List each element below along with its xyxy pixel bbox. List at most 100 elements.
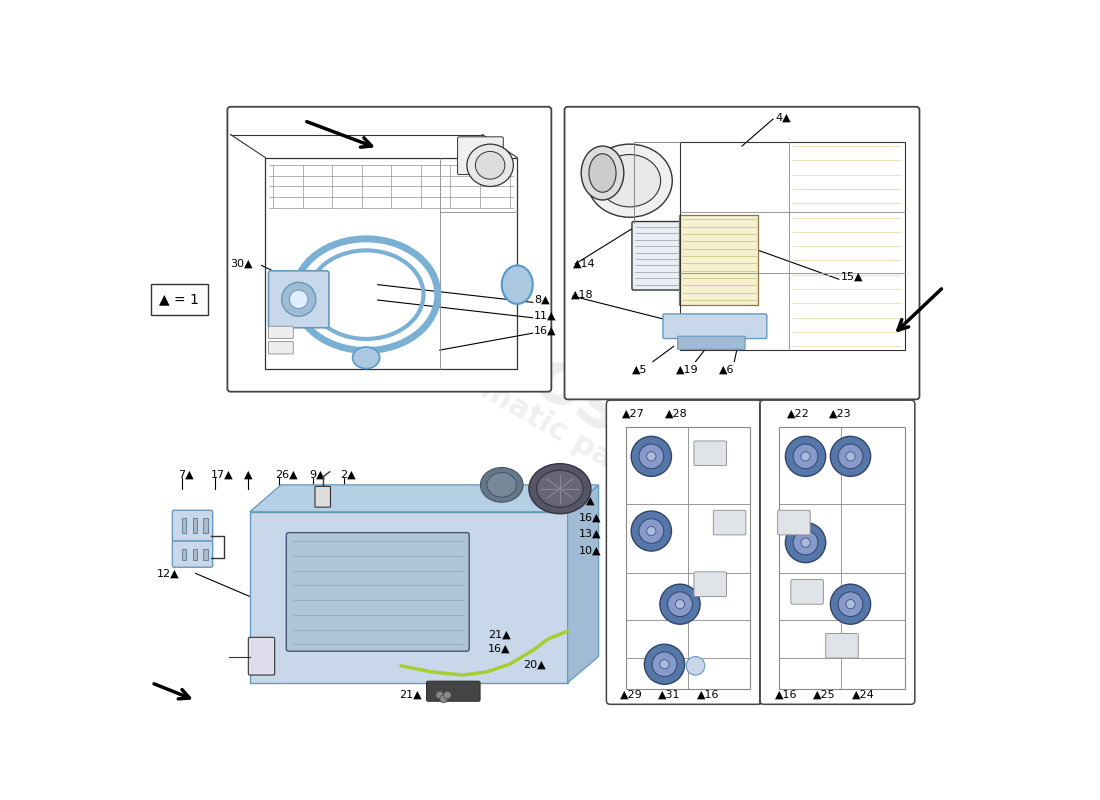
Text: 26▲: 26▲ xyxy=(275,470,298,480)
Text: 12▲: 12▲ xyxy=(157,568,179,578)
FancyBboxPatch shape xyxy=(564,106,920,399)
Circle shape xyxy=(675,599,684,609)
FancyBboxPatch shape xyxy=(694,441,726,466)
Text: ▲31: ▲31 xyxy=(658,690,681,700)
FancyBboxPatch shape xyxy=(778,510,811,535)
Text: 2▲: 2▲ xyxy=(341,470,356,480)
Text: 21▲: 21▲ xyxy=(399,690,422,700)
Circle shape xyxy=(793,530,818,555)
FancyBboxPatch shape xyxy=(204,518,208,534)
FancyBboxPatch shape xyxy=(268,342,294,354)
FancyBboxPatch shape xyxy=(760,400,915,704)
Text: automatic parts since 1982: automatic parts since 1982 xyxy=(408,336,828,595)
Text: 21▲: 21▲ xyxy=(487,630,510,640)
Text: 11▲: 11▲ xyxy=(535,310,557,321)
Circle shape xyxy=(443,691,451,699)
Text: 10▲: 10▲ xyxy=(580,546,602,555)
Text: ▲5: ▲5 xyxy=(631,364,648,374)
Ellipse shape xyxy=(475,151,505,179)
Circle shape xyxy=(645,644,684,684)
Text: 4▲: 4▲ xyxy=(776,113,791,122)
FancyBboxPatch shape xyxy=(427,682,480,702)
Ellipse shape xyxy=(487,473,517,497)
FancyBboxPatch shape xyxy=(192,549,197,559)
FancyBboxPatch shape xyxy=(268,326,294,338)
Text: ▲29: ▲29 xyxy=(619,690,642,700)
FancyBboxPatch shape xyxy=(458,137,504,174)
Circle shape xyxy=(631,511,671,551)
Circle shape xyxy=(793,444,818,469)
Text: 15▲: 15▲ xyxy=(840,272,862,282)
Text: 16▲: 16▲ xyxy=(535,326,557,336)
Text: 9▲: 9▲ xyxy=(309,470,326,480)
FancyBboxPatch shape xyxy=(791,579,824,604)
Ellipse shape xyxy=(587,144,672,218)
Ellipse shape xyxy=(502,266,532,304)
Text: ▲16: ▲16 xyxy=(697,690,719,700)
FancyBboxPatch shape xyxy=(713,510,746,535)
Circle shape xyxy=(289,290,308,309)
Ellipse shape xyxy=(588,154,616,192)
Text: ▲28: ▲28 xyxy=(664,408,688,418)
Text: 16▲: 16▲ xyxy=(580,513,602,523)
Ellipse shape xyxy=(598,154,661,207)
Text: 7▲: 7▲ xyxy=(178,470,194,480)
Text: ▲27: ▲27 xyxy=(621,408,645,418)
Text: ▲25: ▲25 xyxy=(813,690,836,700)
FancyBboxPatch shape xyxy=(228,106,551,392)
Circle shape xyxy=(639,444,663,469)
FancyBboxPatch shape xyxy=(631,222,685,290)
Ellipse shape xyxy=(529,464,591,514)
Text: ▲22: ▲22 xyxy=(786,408,810,418)
Text: 20▲: 20▲ xyxy=(524,659,546,670)
Text: 3▲: 3▲ xyxy=(580,495,595,506)
Ellipse shape xyxy=(581,146,624,200)
FancyBboxPatch shape xyxy=(826,634,858,658)
FancyBboxPatch shape xyxy=(286,533,470,651)
Text: ▲6: ▲6 xyxy=(718,364,735,374)
FancyBboxPatch shape xyxy=(315,486,330,507)
Polygon shape xyxy=(250,485,598,512)
Text: ▲ = 1: ▲ = 1 xyxy=(160,292,199,306)
Circle shape xyxy=(668,592,692,617)
Circle shape xyxy=(639,518,663,543)
Text: ▲23: ▲23 xyxy=(828,408,851,418)
Circle shape xyxy=(647,452,656,461)
FancyBboxPatch shape xyxy=(606,400,761,704)
FancyBboxPatch shape xyxy=(268,270,329,328)
Text: 17▲: 17▲ xyxy=(211,470,233,480)
FancyBboxPatch shape xyxy=(663,314,767,338)
FancyBboxPatch shape xyxy=(192,518,197,534)
Polygon shape xyxy=(250,512,568,682)
Circle shape xyxy=(647,526,656,536)
Circle shape xyxy=(440,695,448,702)
FancyBboxPatch shape xyxy=(182,549,186,559)
FancyBboxPatch shape xyxy=(182,518,186,534)
Text: ▲16: ▲16 xyxy=(774,690,798,700)
Circle shape xyxy=(686,657,705,675)
FancyBboxPatch shape xyxy=(173,541,212,567)
FancyBboxPatch shape xyxy=(694,572,726,597)
FancyBboxPatch shape xyxy=(151,284,208,314)
FancyBboxPatch shape xyxy=(249,638,275,675)
Polygon shape xyxy=(568,485,598,682)
Text: ▲18: ▲18 xyxy=(571,290,593,300)
Circle shape xyxy=(830,584,871,624)
Circle shape xyxy=(838,444,862,469)
Text: ▲24: ▲24 xyxy=(852,690,874,700)
FancyBboxPatch shape xyxy=(204,549,208,559)
Circle shape xyxy=(282,282,316,316)
Text: 30▲: 30▲ xyxy=(231,259,253,269)
Ellipse shape xyxy=(353,347,380,369)
Ellipse shape xyxy=(466,144,514,186)
FancyBboxPatch shape xyxy=(173,510,212,541)
Circle shape xyxy=(785,436,826,476)
Circle shape xyxy=(846,452,855,461)
Circle shape xyxy=(660,660,669,669)
Circle shape xyxy=(830,436,871,476)
Text: 8▲: 8▲ xyxy=(535,295,550,305)
Ellipse shape xyxy=(481,467,524,502)
Circle shape xyxy=(801,452,811,461)
Circle shape xyxy=(785,522,826,562)
Circle shape xyxy=(652,652,676,677)
